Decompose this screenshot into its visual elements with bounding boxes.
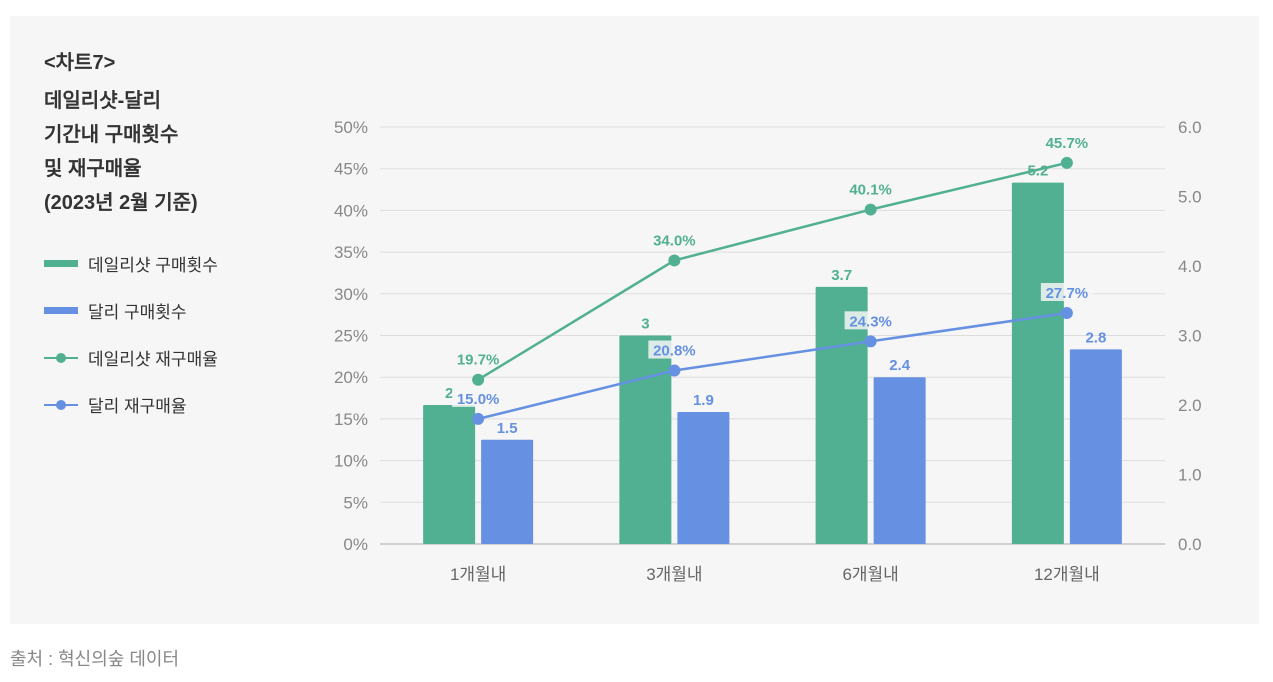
legend-bar-swatch	[44, 256, 78, 272]
right-axis-tick: 4.0	[1178, 257, 1202, 276]
chart-title-line: 데일리샷-달리	[44, 90, 162, 112]
line-data-label: 20.8%	[653, 343, 696, 360]
line-data-label: 19.7%	[457, 352, 500, 369]
left-axis-tick: 25%	[334, 327, 368, 346]
legend-line-swatch	[44, 397, 78, 413]
line-dalli	[477, 311, 1068, 421]
left-axis-tick: 35%	[334, 243, 368, 262]
line-point	[864, 335, 877, 348]
line-label-bg	[648, 340, 701, 359]
right-axis-tick: 0.0	[1178, 535, 1202, 554]
bar-dailyshot	[423, 405, 476, 544]
chart-title: 데일리샷-달리 기간내 구매횟수 및 재구매율 (2023년 2월 기준)	[44, 84, 284, 220]
chart-title-line: (2023년 2월 기준)	[44, 192, 198, 214]
line-point	[668, 364, 681, 377]
line-data-label: 40.1%	[849, 182, 892, 199]
legend-bar-swatch	[44, 303, 78, 319]
chart-title-line: 기간내 구매횟수	[44, 124, 179, 146]
line-point	[1060, 156, 1073, 169]
left-axis-tick: 50%	[334, 118, 368, 137]
bar-dailyshot	[815, 286, 868, 544]
bar-data-label: 2.4	[889, 357, 911, 374]
right-axis-tick: 6.0	[1178, 118, 1202, 137]
bar-data-label: 2.8	[1085, 329, 1106, 346]
right-axis-tick: 5.0	[1178, 188, 1202, 207]
legend-label: 데일리샷 재구매율	[88, 350, 218, 369]
source-note: 출처 : 혁신의숲 데이터	[10, 649, 180, 669]
line-label-bg	[844, 311, 897, 330]
legend-label: 달리 재구매율	[88, 397, 187, 416]
x-axis-tick: 12개월내	[1034, 565, 1100, 584]
left-axis-tick: 45%	[334, 160, 368, 179]
right-axis-tick: 1.0	[1178, 466, 1202, 485]
left-axis-tick: 0%	[343, 535, 368, 554]
left-axis-tick: 5%	[343, 493, 368, 512]
line-data-label: 27.7%	[1046, 285, 1089, 302]
bar-data-label: 3.7	[831, 267, 852, 284]
line-dailyshot	[477, 161, 1068, 381]
line-data-label: 34.0%	[653, 232, 696, 249]
line-point	[668, 254, 681, 267]
bar-dailyshot	[1011, 182, 1064, 544]
bar-dailyshot	[619, 335, 672, 544]
left-axis-tick: 15%	[334, 410, 368, 429]
bar-dalli	[677, 411, 730, 544]
bar-data-label: 5.2	[1027, 163, 1048, 180]
left-axis-tick: 10%	[334, 452, 368, 471]
line-data-label: 45.7%	[1046, 135, 1089, 152]
line-data-label: 15.0%	[457, 391, 500, 408]
bar-data-label: 3	[641, 316, 649, 333]
line-label-bg	[1040, 282, 1093, 301]
left-axis-tick: 20%	[334, 368, 368, 387]
x-axis-tick: 6개월내	[842, 565, 898, 584]
left-axis-tick: 30%	[334, 285, 368, 304]
line-point	[472, 373, 485, 386]
legend-item-dalli-repurchase: 달리 재구매율	[44, 381, 218, 428]
bar-data-label: 1.5	[497, 420, 518, 437]
line-point	[472, 412, 485, 425]
chart-number-label: <차트7>	[44, 52, 116, 74]
legend-item-dalli-purchases: 달리 구매횟수	[44, 287, 218, 334]
line-label-bg	[452, 388, 505, 407]
legend-line-swatch	[44, 350, 78, 366]
chart-legend: 데일리샷 구매횟수 달리 구매횟수 데일리샷 재구매율 달리 재구매율	[44, 240, 218, 428]
x-axis-tick: 1개월내	[450, 565, 506, 584]
bar-dalli	[1069, 349, 1122, 544]
x-axis-tick: 3개월내	[646, 565, 702, 584]
bar-dalli	[481, 439, 534, 544]
legend-label: 데일리샷 구매횟수	[88, 256, 218, 275]
right-axis-tick: 3.0	[1178, 327, 1202, 346]
line-data-label: 24.3%	[849, 313, 892, 330]
right-axis-tick: 2.0	[1178, 396, 1202, 415]
legend-item-dailyshot-purchases: 데일리샷 구매횟수	[44, 240, 218, 287]
legend-label: 달리 구매횟수	[88, 303, 187, 322]
bar-dalli	[873, 377, 926, 544]
line-point	[1060, 306, 1073, 319]
bar-data-label: 1.9	[693, 392, 714, 409]
line-point	[864, 203, 877, 216]
chart-title-line: 및 재구매율	[44, 158, 142, 180]
bar-data-label: 2	[445, 385, 453, 402]
left-axis-tick: 40%	[334, 201, 368, 220]
legend-item-dailyshot-repurchase: 데일리샷 재구매율	[44, 334, 218, 381]
